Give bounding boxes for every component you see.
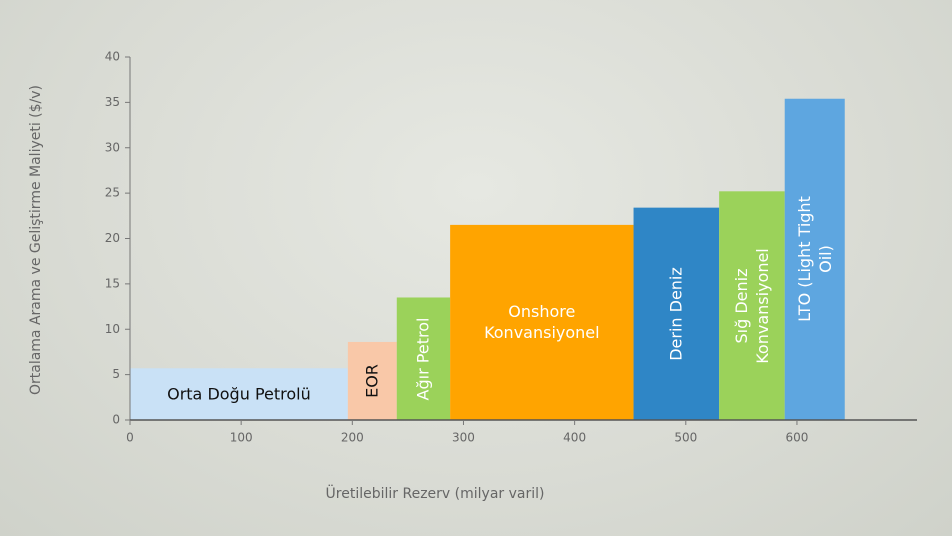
y-tick-label: 10 bbox=[105, 322, 120, 336]
bar-label: Sığ Deniz Konvansiyonel bbox=[731, 247, 772, 364]
x-tick-label: 500 bbox=[674, 431, 697, 445]
y-tick-label: 20 bbox=[105, 231, 120, 245]
x-tick-label: 300 bbox=[452, 431, 475, 445]
y-tick-label: 25 bbox=[105, 186, 120, 200]
bar bbox=[450, 224, 634, 420]
bar-label: Orta Doğu Petrolü bbox=[167, 384, 311, 404]
bar-label: EOR bbox=[362, 364, 382, 398]
x-tick-label: 0 bbox=[126, 431, 134, 445]
bar-label: Ağır Petrol bbox=[413, 317, 433, 401]
x-tick-label: 200 bbox=[341, 431, 364, 445]
x-tick-label: 600 bbox=[785, 431, 808, 445]
y-tick-label: 30 bbox=[105, 140, 120, 154]
bar bbox=[784, 98, 845, 421]
bar bbox=[396, 297, 451, 420]
bar-label: LTO (Light Tight Oil) bbox=[794, 196, 835, 323]
y-tick-label: 40 bbox=[105, 50, 120, 64]
bar bbox=[347, 341, 397, 420]
y-tick-label: 0 bbox=[112, 413, 120, 427]
bar bbox=[130, 368, 348, 420]
y-axis-label: Ortalama Arama ve Geliştirme Maliyeti ($… bbox=[28, 85, 44, 395]
bar-label: Onshore Konvansiyonel bbox=[484, 302, 600, 343]
x-tick-label: 400 bbox=[563, 431, 586, 445]
x-tick-label: 100 bbox=[230, 431, 253, 445]
y-tick-label: 15 bbox=[105, 276, 120, 290]
bar bbox=[719, 191, 785, 420]
y-tick-label: 5 bbox=[112, 367, 120, 381]
y-tick-label: 35 bbox=[105, 95, 120, 109]
x-axis-label: Üretilebilir Rezerv (milyar varil) bbox=[326, 484, 545, 502]
bar bbox=[633, 207, 720, 420]
bar-label: Derin Deniz bbox=[666, 267, 686, 361]
